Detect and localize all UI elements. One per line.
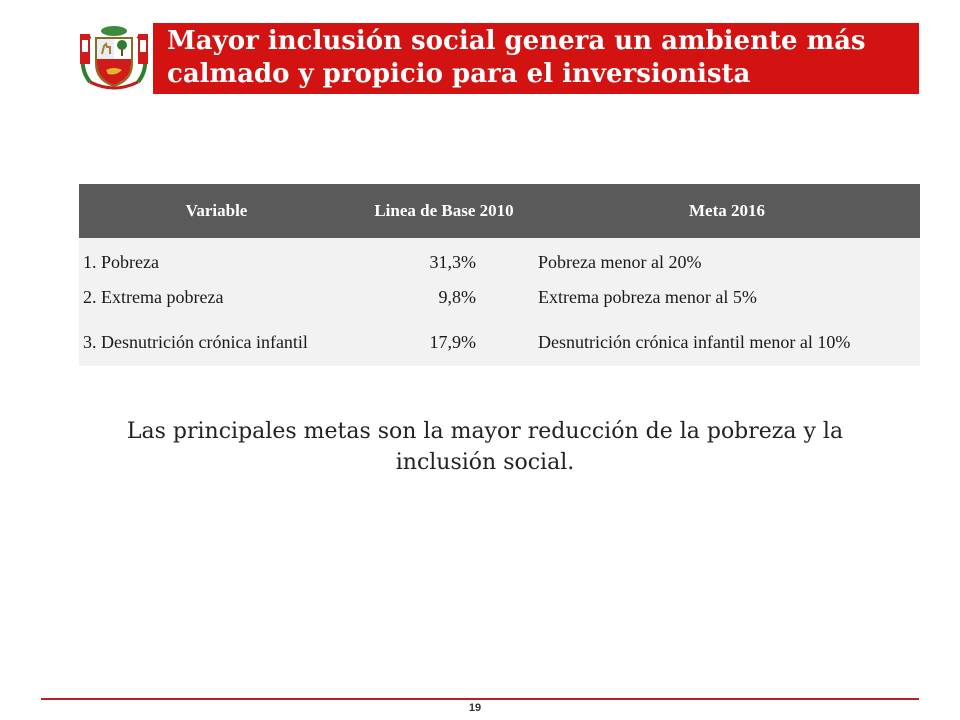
cell-baseline: 17,9%: [354, 312, 534, 366]
slide-title-line-2: calmado y propicio para el inversionista: [167, 59, 751, 89]
header-variable: Variable: [79, 184, 354, 238]
header-goal-2016: Meta 2016: [534, 184, 920, 238]
cell-goal: Desnutrición crónica infantil menor al 1…: [534, 312, 920, 366]
table-row: 2. Extrema pobreza 9,8% Extrema pobreza …: [79, 282, 920, 312]
header-baseline-2010: Linea de Base 2010: [354, 184, 534, 238]
caption-line-1: Las principales metas son la mayor reduc…: [126, 419, 844, 444]
cell-goal: Extrema pobreza menor al 5%: [534, 282, 920, 312]
table-row: 1. Pobreza 31,3% Pobreza menor al 20%: [79, 238, 920, 282]
footer-divider: [41, 698, 919, 700]
page-number: 19: [468, 702, 482, 714]
caption: Las principales metas son la mayor reduc…: [100, 416, 870, 478]
table-header-row: Variable Linea de Base 2010 Meta 2016: [79, 184, 920, 238]
cell-variable: 1. Pobreza: [79, 238, 354, 282]
cell-goal: Pobreza menor al 20%: [534, 238, 920, 282]
cell-variable: 3. Desnutrición crónica infantil: [79, 312, 354, 366]
peru-coat-of-arms-icon: [80, 26, 148, 90]
slide-title-line-1: Mayor inclusión social genera un ambient…: [167, 26, 866, 56]
table-row: 3. Desnutrición crónica infantil 17,9% D…: [79, 312, 920, 366]
title-bar: Mayor inclusión social genera un ambient…: [153, 23, 919, 94]
cell-variable: 2. Extrema pobreza: [79, 282, 354, 312]
cell-baseline: 9,8%: [354, 282, 534, 312]
caption-line-2: inclusión social.: [395, 450, 575, 475]
cell-baseline: 31,3%: [354, 238, 534, 282]
goals-table: Variable Linea de Base 2010 Meta 2016 1.…: [79, 184, 920, 366]
